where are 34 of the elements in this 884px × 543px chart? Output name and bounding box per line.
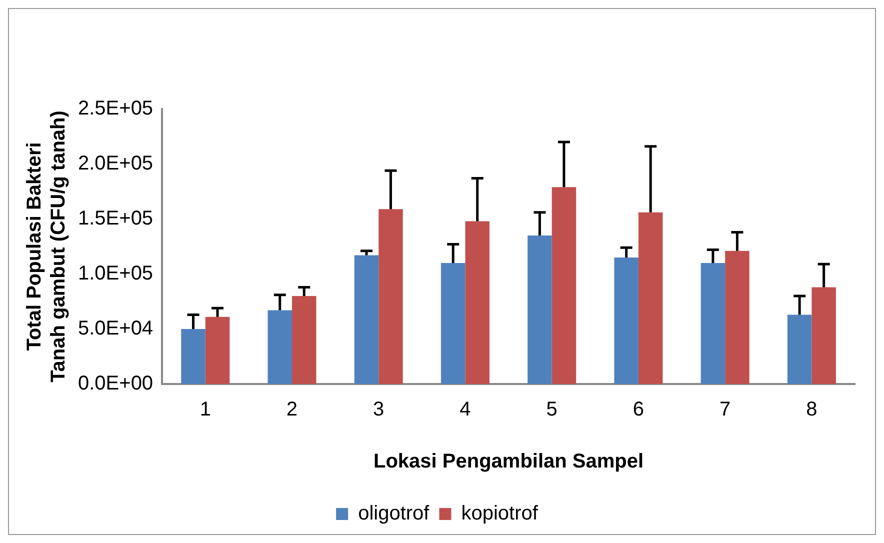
- bar: [638, 212, 663, 384]
- bar: [354, 255, 379, 384]
- x-tick-label: 1: [200, 398, 211, 421]
- x-tick-label: 3: [373, 398, 384, 421]
- legend-label: oligotrof: [358, 502, 430, 525]
- bar: [812, 287, 836, 384]
- bar: [700, 263, 726, 384]
- bar: [614, 258, 638, 384]
- bar: [378, 209, 403, 384]
- bar: [787, 314, 812, 384]
- bar: [440, 263, 466, 384]
- y-tick-label: 1.5E+05: [78, 208, 154, 230]
- x-tick-label: 7: [720, 398, 731, 421]
- x-tick-label: 8: [806, 398, 818, 421]
- y-tick-label: 2.5E+05: [78, 98, 154, 120]
- y-tick-label: 5.0E+04: [78, 318, 154, 340]
- x-axis-title: Lokasi Pengambilan Sampel: [373, 450, 644, 473]
- y-tick-label: 0.0E+00: [78, 372, 154, 395]
- legend-label: kopiotrof: [461, 502, 538, 525]
- bar: [268, 310, 292, 384]
- bar: [465, 221, 490, 384]
- y-tick-label: 2.0E+05: [78, 152, 154, 175]
- x-tick-label: 6: [632, 398, 644, 421]
- bar: [552, 187, 576, 384]
- x-tick-label: 4: [460, 398, 471, 421]
- bar: [205, 316, 230, 384]
- x-tick-label: 2: [286, 398, 298, 421]
- x-tick-label: 5: [546, 398, 558, 421]
- bar: [292, 296, 316, 384]
- bar: [725, 250, 750, 384]
- y-axis-title: Total Populasi Bakteri Tanah gambut (CFU/g tanah): [24, 110, 70, 382]
- bar: [181, 329, 206, 384]
- y-tick-label: 1.0E+05: [78, 262, 154, 285]
- bar: [528, 236, 552, 384]
